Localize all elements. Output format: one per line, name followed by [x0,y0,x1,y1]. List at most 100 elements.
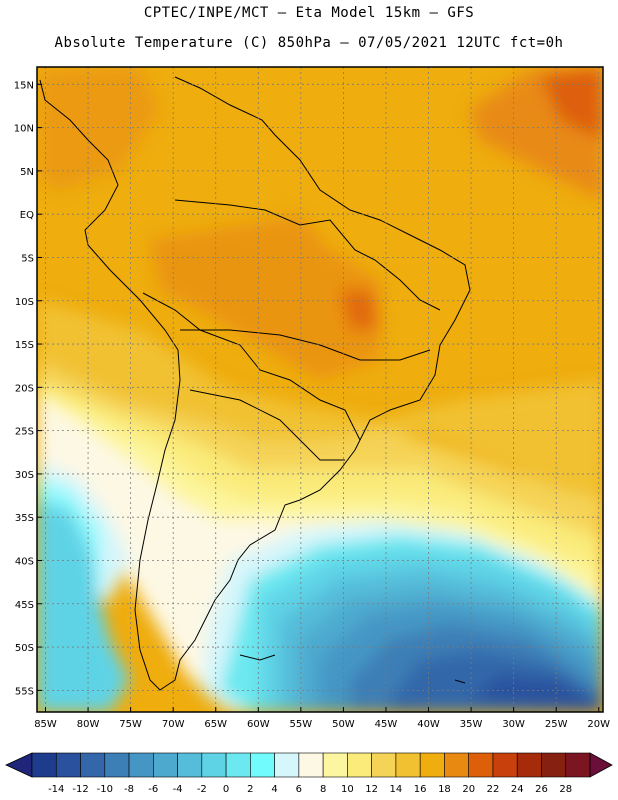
lat-tick-label: 5N [20,167,34,178]
colorbar-box [347,752,372,778]
colorbar-box [492,752,518,778]
lon-tick-label: 45W [375,719,398,730]
temperature-map: 15N 10N 5N EQ 5S 10S 15S 20S 25S 30S 35S 40S 45S 50S 5… [14,66,610,730]
colorbar-label: 22 [487,784,500,795]
colorbar-label: -14 [48,784,64,795]
colorbar-box [80,752,106,778]
lon-tick-label: 85W [34,719,57,730]
colorbar-label: -4 [173,784,183,795]
colorbar-label: 16 [414,784,427,795]
colorbar-label: 10 [341,784,354,795]
colorbar-low-arrow [5,752,33,778]
colorbar-box [322,752,348,778]
temperature-field [37,67,603,712]
lon-tick-label: 65W [204,719,227,730]
colorbar-box [371,752,397,778]
colorbar-box [31,752,57,778]
border-west [142,292,361,441]
field-20-pacific-north [40,67,160,190]
field-22-northeast [540,67,603,140]
lon-tick-label: 80W [77,719,100,730]
colorbar-box [468,752,494,778]
field-22-central-brazil [340,290,378,330]
colorbar-box [298,752,324,778]
longitude-ticks: 85W 80W 75W 70W 65W 60W 55W 50W 45W 40W 35W 30W 25W 2… [34,707,610,730]
field-minus10 [470,675,603,712]
lat-tick-label: 20S [15,383,34,394]
colorbar: -14 -12 -10 -8 -6 -4 -2 0 2 4 6 8 10 12 14 16 18 20 22 24 26… [5,752,613,795]
colorbar-box [250,752,275,778]
border-central [180,329,431,361]
colorbar-box [104,752,130,778]
title-field: Absolute Temperature (C) 850hPa – 07/05/… [54,35,564,51]
lat-tick-label: 55S [15,686,34,697]
lon-tick-label: 35W [460,719,483,730]
colorbar-box [55,752,81,778]
colorbar-label: -10 [97,784,113,795]
colorbar-label: 26 [535,784,548,795]
colorbar-label: 28 [559,784,572,795]
colorbar-label: 12 [365,784,378,795]
colorbar-labels: -14 -12 -10 -8 -6 -4 -2 0 2 4 6 8 10 12 14 16 18 20 22 24 26… [48,784,572,795]
colorbar-box [225,752,251,778]
lon-tick-label: 50W [332,719,355,730]
colorbar-box [516,752,542,778]
lat-tick-label: 15N [14,80,34,91]
field-20-amazon [150,215,380,380]
colorbar-box [177,752,203,778]
colorbar-label: 24 [511,784,524,795]
lon-tick-label: 55W [290,719,313,730]
lat-tick-label: 25S [15,427,34,438]
field-2-south-pacific [37,500,130,712]
lat-tick-label: 50S [15,643,34,654]
lon-tick-label: 75W [119,719,142,730]
lon-tick-label: 25W [545,719,568,730]
south-georgia [454,679,466,684]
colorbar-label: -12 [72,784,88,795]
colorbar-label: 6 [296,784,302,795]
lon-tick-label: 40W [417,719,440,730]
colorbar-box [201,752,227,778]
lat-tick-label: 10S [15,297,34,308]
lon-tick-label: 70W [162,719,185,730]
south-america-coast [39,76,471,691]
lat-tick-label: 30S [15,470,34,481]
latitude-ticks: 15N 10N 5N EQ 5S 10S 15S 20S 25S 30S 35S 40S 45S 50S 5… [14,80,42,697]
colorbar-boxes [5,752,613,778]
colorbar-label: 2 [247,784,253,795]
lat-tick-label: 15S [15,340,34,351]
colorbar-label: -2 [197,784,207,795]
lat-tick-label: 5S [21,253,34,264]
lon-tick-label: 20W [587,719,610,730]
colorbar-box [274,752,300,778]
colorbar-high-arrow [589,752,613,778]
border-north [174,199,441,311]
lat-tick-label: EQ [20,210,34,221]
colorbar-label: 20 [462,784,475,795]
colorbar-box [395,752,421,778]
colorbar-box [419,752,445,778]
title-model: CPTEC/INPE/MCT – Eta Model 15km – GFS [143,5,475,21]
falklands [239,654,276,661]
colorbar-box [153,752,178,778]
colorbar-label: 0 [223,784,229,795]
colorbar-label: -8 [124,784,134,795]
lat-tick-label: 35S [15,513,34,524]
lat-tick-label: 45S [15,600,34,611]
lon-tick-label: 60W [247,719,270,730]
map-frame [36,66,604,713]
colorbar-box [128,752,154,778]
border-south [189,389,345,461]
colorbar-box [541,752,567,778]
lat-tick-label: 40S [15,556,34,567]
colorbar-box [444,752,469,778]
coastlines [39,76,471,691]
lat-tick-label: 10N [14,124,34,135]
graticule [37,67,603,712]
colorbar-label: 14 [390,784,403,795]
colorbar-box [565,752,591,778]
colorbar-label: 4 [271,784,277,795]
lon-tick-label: 30W [502,719,525,730]
colorbar-label: -6 [148,784,158,795]
colorbar-label: 18 [438,784,451,795]
